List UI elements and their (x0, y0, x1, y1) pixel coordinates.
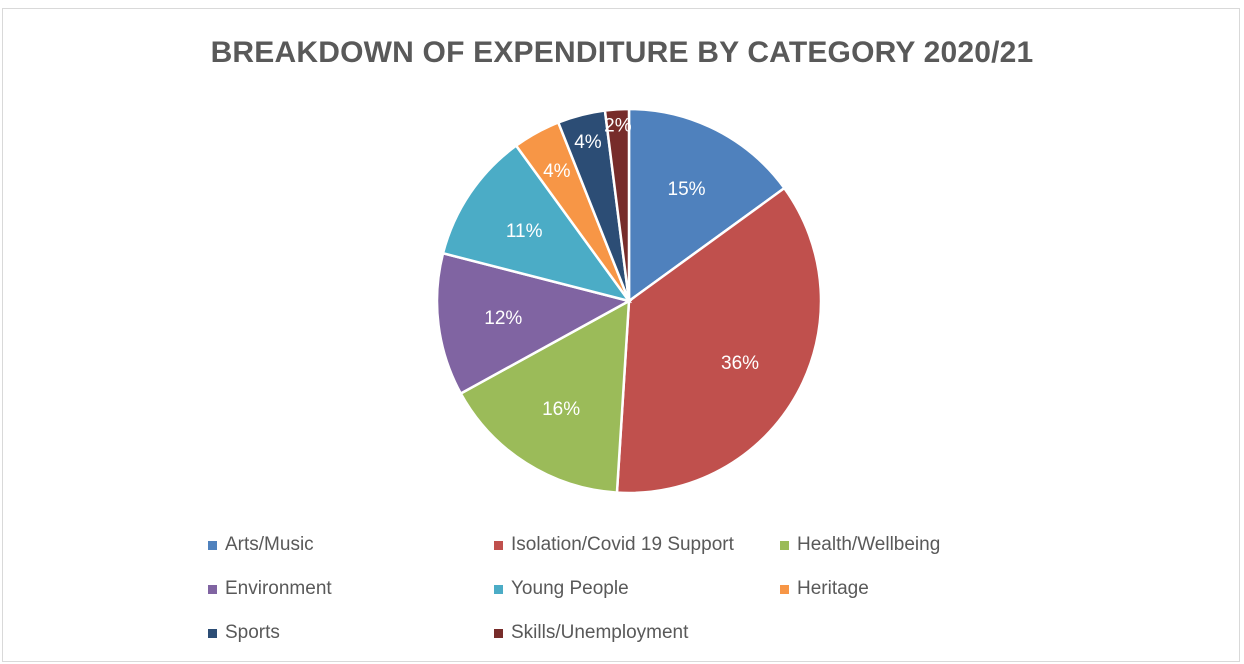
legend-item-environment: Environment (208, 578, 332, 600)
legend-item-heritage: Heritage (780, 578, 869, 600)
pie-slice-skills-unemployment (603, 107, 631, 302)
legend-item-young-people: Young People (494, 578, 629, 600)
legend-swatch (208, 540, 217, 550)
legend-swatch (208, 584, 217, 594)
legend-swatch (494, 628, 503, 638)
legend-item-arts-music: Arts/Music (208, 534, 314, 556)
pie-slice-young-people (441, 143, 633, 304)
data-label-sports: 4% (574, 132, 602, 153)
data-label-skills-unemployment: 2% (604, 116, 632, 137)
data-label-isolation-covid-19-support: 36% (721, 353, 759, 374)
legend-label: Young People (511, 578, 629, 599)
legend-item-skills-unemployment: Skills/Unemployment (494, 622, 688, 644)
legend-swatch (208, 628, 217, 638)
legend-label: Sports (225, 622, 280, 643)
legend-label: Environment (225, 578, 332, 599)
legend-item-health-wellbeing: Health/Wellbeing (780, 534, 940, 556)
data-label-environment: 12% (484, 308, 522, 329)
pie-slice-isolation-covid-19-support (615, 186, 823, 495)
legend-swatch (494, 540, 503, 550)
legend-item-sports: Sports (208, 622, 280, 644)
data-label-young-people: 11% (506, 221, 543, 242)
legend-swatch (494, 584, 503, 594)
legend-swatch (780, 540, 789, 550)
legend-label: Isolation/Covid 19 Support (511, 534, 734, 555)
data-label-arts-music: 15% (668, 179, 706, 200)
legend-label: Skills/Unemployment (511, 622, 689, 643)
pie-slice-health-wellbeing (459, 298, 631, 494)
pie-slice-arts-music (627, 107, 787, 304)
data-label-heritage: 4% (543, 161, 571, 182)
legend-label: Heritage (797, 578, 869, 599)
data-label-health-wellbeing: 16% (542, 399, 580, 420)
legend-label: Arts/Music (225, 534, 314, 555)
chart-title: BREAKDOWN OF EXPENDITURE BY CATEGORY 202… (210, 36, 1034, 69)
legend-item-isolation-covid-19-support: Isolation/Covid 19 Support (494, 534, 734, 556)
legend-label: Health/Wellbeing (797, 534, 941, 555)
pie-slice-environment (435, 251, 633, 396)
legend-swatch (780, 584, 789, 594)
